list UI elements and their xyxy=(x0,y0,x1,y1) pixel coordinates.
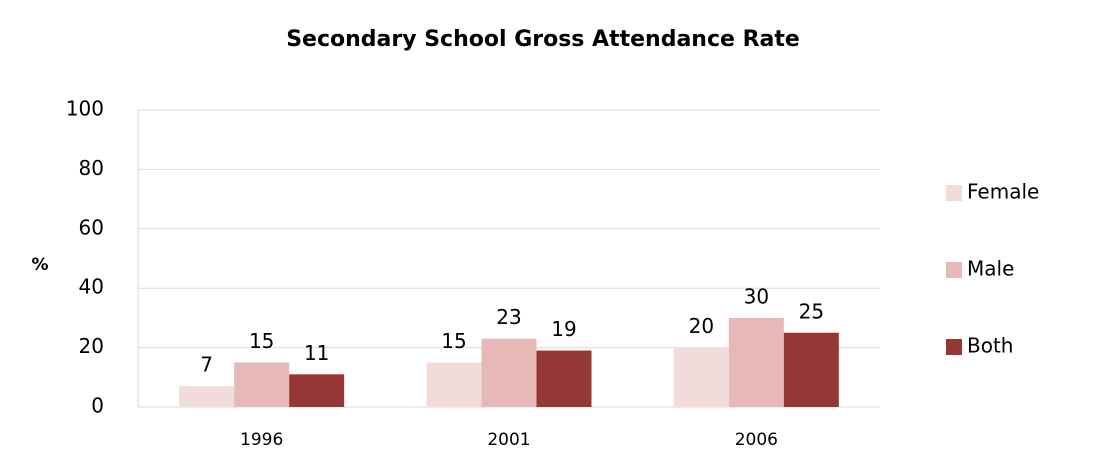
data-label: 20 xyxy=(689,314,714,338)
bar xyxy=(289,374,345,407)
chart-title: Secondary School Gross Attendance Rate xyxy=(286,27,800,52)
data-label: 15 xyxy=(249,329,274,353)
legend-swatch xyxy=(946,185,962,201)
bar xyxy=(234,362,290,407)
x-tick-label: 2001 xyxy=(487,430,530,450)
data-label: 7 xyxy=(200,353,213,377)
data-label: 15 xyxy=(441,329,466,353)
bar xyxy=(179,386,235,407)
y-tick-label: 100 xyxy=(66,97,104,121)
legend-label: Male xyxy=(967,257,1014,281)
data-label: 25 xyxy=(799,299,824,323)
bar xyxy=(783,332,839,407)
data-label: 23 xyxy=(496,305,521,329)
bar xyxy=(728,317,784,407)
legend-label: Both xyxy=(967,334,1013,358)
bar xyxy=(481,338,537,407)
legend-swatch xyxy=(946,339,962,355)
x-tick-label: 1996 xyxy=(240,430,283,450)
data-label: 19 xyxy=(551,317,576,341)
data-label: 30 xyxy=(744,284,769,308)
y-tick-label: 0 xyxy=(91,394,104,418)
bar xyxy=(673,347,729,407)
y-tick-label: 80 xyxy=(79,156,104,180)
legend-swatch xyxy=(946,262,962,278)
x-tick-label: 2006 xyxy=(735,430,778,450)
y-tick-label: 40 xyxy=(79,275,104,299)
data-label: 11 xyxy=(304,341,329,365)
bar xyxy=(426,362,482,407)
legend-label: Female xyxy=(967,180,1039,204)
y-axis-label: % xyxy=(31,255,48,275)
y-tick-label: 20 xyxy=(79,334,104,358)
y-tick-label: 60 xyxy=(79,215,104,239)
bar xyxy=(536,350,592,407)
